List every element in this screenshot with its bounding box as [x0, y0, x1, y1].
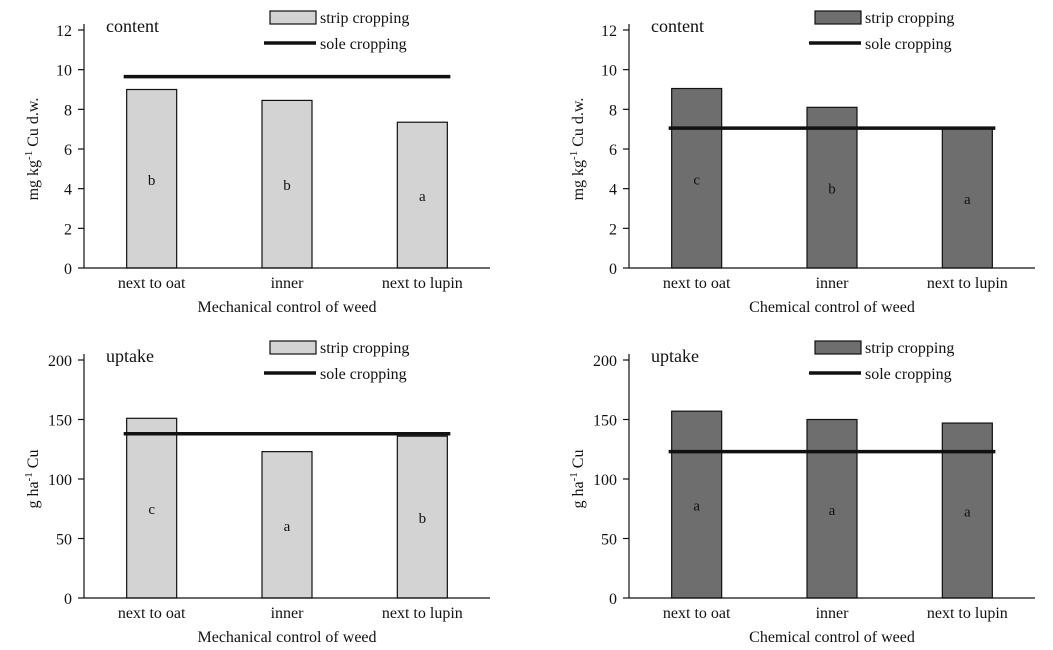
y-tick-label: 10 [56, 63, 72, 80]
bar-next-to-lupin [396, 435, 448, 599]
y-tick-label: 50 [56, 532, 72, 549]
y-tick-label: 6 [64, 142, 72, 159]
bar-inner [806, 418, 858, 599]
legend-label-sole-cropping: sole cropping [865, 366, 952, 383]
bar-next-to-lupin [396, 121, 448, 269]
x-axis-title: Chemical control of weed [749, 299, 915, 316]
x-tick-label: inner [271, 605, 305, 622]
chart-title: uptake [651, 346, 699, 366]
legend: strip cropping sole cropping [264, 340, 409, 383]
bar-inner [261, 451, 313, 599]
y-tick-label: 50 [601, 532, 617, 549]
legend-label-sole-cropping: sole cropping [320, 366, 407, 383]
x-tick-label: next to oat [663, 275, 731, 292]
chart-title: content [651, 16, 704, 36]
significance-letter: a [829, 503, 836, 519]
y-tick-label: 100 [48, 472, 72, 489]
legend-label-strip-cropping: strip cropping [320, 340, 409, 357]
legend-swatch-strip-cropping [814, 10, 862, 25]
bar-next-to-oat [126, 417, 178, 599]
x-tick-label: next to oat [118, 275, 186, 292]
y-tick-label: 4 [64, 182, 72, 199]
y-tick-label: 0 [64, 261, 72, 278]
x-tick-label: next to oat [118, 605, 186, 622]
y-tick-label: 0 [64, 591, 72, 608]
bar-next-to-oat [126, 88, 178, 269]
x-axis-title: Mechanical control of weed [197, 299, 376, 316]
significance-letter: c [148, 502, 155, 518]
x-axis-title: Mechanical control of weed [197, 629, 376, 646]
x-tick-label: next to lupin [382, 275, 463, 292]
y-tick-label: 150 [593, 413, 617, 430]
significance-letter: b [283, 178, 291, 194]
chart-svg: c b a 0 2 4 6 8 10 12 next to oat inner next to lupi… [568, 10, 1035, 316]
bar-next-to-oat [671, 87, 723, 269]
y-tick-label: 2 [609, 221, 617, 238]
legend-label-strip-cropping: strip cropping [320, 10, 409, 27]
y-tick-label: 10 [601, 63, 617, 80]
bar-next-to-oat [671, 410, 723, 599]
y-tick-label: 0 [609, 591, 617, 608]
significance-letter: a [693, 499, 700, 515]
legend-swatch-strip-cropping [814, 340, 862, 355]
legend: strip cropping sole cropping [809, 340, 954, 383]
significance-letter: a [284, 519, 291, 535]
significance-letter: b [148, 173, 156, 189]
y-axis-title: mg kg-1 Cu d.w. [568, 98, 587, 201]
significance-letter: a [964, 192, 971, 208]
legend: strip cropping sole cropping [264, 10, 409, 53]
y-tick-label: 200 [593, 353, 617, 370]
y-axis-title: g ha-1 Cu [23, 450, 42, 509]
y-tick-label: 6 [609, 142, 617, 159]
x-tick-label: inner [816, 605, 850, 622]
legend: strip cropping sole cropping [809, 10, 954, 53]
y-tick-label: 150 [48, 413, 72, 430]
y-tick-label: 8 [64, 102, 72, 119]
chart-uptake-chemical: a a a 0 50 100 150 200 next to oat inner next to l… [545, 330, 1045, 648]
chart-svg: c a b 0 50 100 150 200 next to oat inner next to l… [23, 340, 490, 646]
x-tick-label: next to lupin [927, 605, 1008, 622]
y-axis-title: mg kg-1 Cu d.w. [23, 98, 42, 201]
significance-letter: b [828, 182, 836, 198]
chart-content-mechanical: b b a 0 2 4 6 8 10 12 next to oat inner next to lupi… [0, 0, 500, 318]
y-tick-label: 200 [48, 353, 72, 370]
chart-title: uptake [106, 346, 154, 366]
chart-svg: a a a 0 50 100 150 200 next to oat inner next to l… [568, 340, 1035, 646]
chart-uptake-mechanical: c a b 0 50 100 150 200 next to oat inner next to l… [0, 330, 500, 648]
legend-label-sole-cropping: sole cropping [865, 36, 952, 53]
legend-swatch-strip-cropping [269, 340, 317, 355]
y-tick-label: 8 [609, 102, 617, 119]
x-tick-label: next to lupin [382, 605, 463, 622]
x-tick-label: next to lupin [927, 275, 1008, 292]
x-tick-label: next to oat [663, 605, 731, 622]
bar-inner [261, 99, 313, 269]
x-axis-title: Chemical control of weed [749, 629, 915, 646]
y-tick-label: 100 [593, 472, 617, 489]
x-tick-label: inner [816, 275, 850, 292]
legend-label-strip-cropping: strip cropping [865, 340, 954, 357]
chart-content-chemical: c b a 0 2 4 6 8 10 12 next to oat inner next to lupi… [545, 0, 1045, 318]
bar-inner [806, 106, 858, 269]
significance-letter: a [419, 189, 426, 205]
y-tick-label: 2 [64, 221, 72, 238]
legend-label-sole-cropping: sole cropping [320, 36, 407, 53]
y-tick-label: 12 [56, 23, 72, 40]
y-tick-label: 0 [609, 261, 617, 278]
chart-title: content [106, 16, 159, 36]
y-tick-label: 12 [601, 23, 617, 40]
significance-letter: c [693, 172, 700, 188]
chart-svg: b b a 0 2 4 6 8 10 12 next to oat inner next to lupi… [23, 10, 490, 316]
legend-swatch-strip-cropping [269, 10, 317, 25]
x-tick-label: inner [271, 275, 305, 292]
significance-letter: b [419, 511, 427, 527]
y-axis-title: g ha-1 Cu [568, 450, 587, 509]
significance-letter: a [964, 505, 971, 521]
legend-label-strip-cropping: strip cropping [865, 10, 954, 27]
y-tick-label: 4 [609, 182, 617, 199]
